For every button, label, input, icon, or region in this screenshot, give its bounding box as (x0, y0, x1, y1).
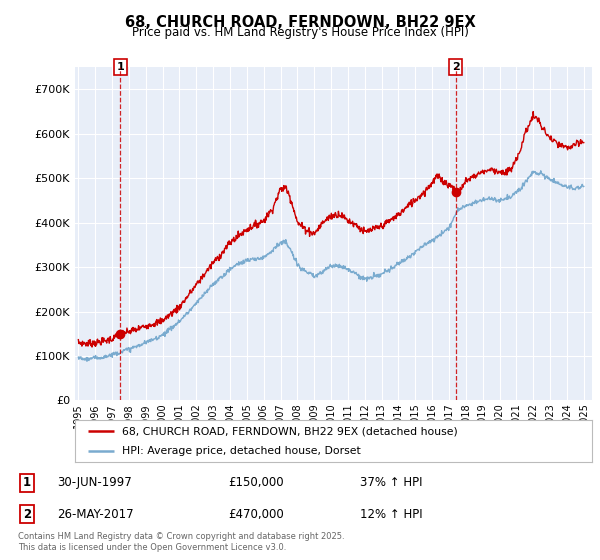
Text: 12% ↑ HPI: 12% ↑ HPI (360, 507, 422, 521)
Text: HPI: Average price, detached house, Dorset: HPI: Average price, detached house, Dors… (122, 446, 360, 456)
Text: 30-JUN-1997: 30-JUN-1997 (57, 476, 132, 489)
Text: 2: 2 (23, 507, 31, 521)
Text: 68, CHURCH ROAD, FERNDOWN, BH22 9EX (detached house): 68, CHURCH ROAD, FERNDOWN, BH22 9EX (det… (122, 426, 457, 436)
Text: £150,000: £150,000 (228, 476, 284, 489)
Text: 26-MAY-2017: 26-MAY-2017 (57, 507, 134, 521)
Text: 2: 2 (452, 62, 460, 72)
Text: £470,000: £470,000 (228, 507, 284, 521)
Text: Price paid vs. HM Land Registry's House Price Index (HPI): Price paid vs. HM Land Registry's House … (131, 26, 469, 39)
Text: Contains HM Land Registry data © Crown copyright and database right 2025.
This d: Contains HM Land Registry data © Crown c… (18, 532, 344, 552)
Text: 1: 1 (23, 476, 31, 489)
Text: 68, CHURCH ROAD, FERNDOWN, BH22 9EX: 68, CHURCH ROAD, FERNDOWN, BH22 9EX (125, 15, 475, 30)
Text: 1: 1 (116, 62, 124, 72)
Text: 37% ↑ HPI: 37% ↑ HPI (360, 476, 422, 489)
